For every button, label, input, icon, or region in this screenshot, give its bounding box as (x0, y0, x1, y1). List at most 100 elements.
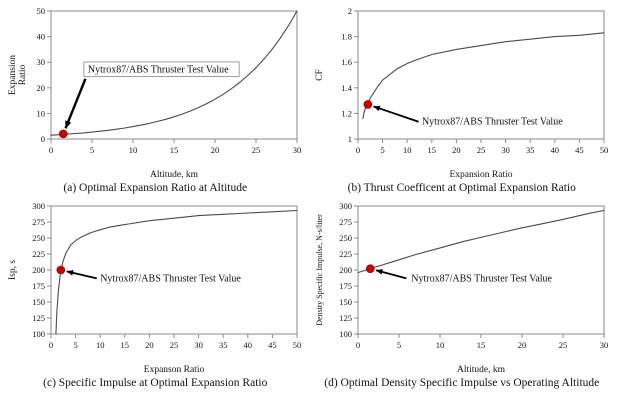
annotation-text: Nytrox87/ABS Thruster Test Value (88, 64, 229, 75)
x-tick-label: 25 (252, 145, 261, 155)
y-tick-label: 100 (339, 329, 352, 339)
y-tick-label: 2 (348, 6, 352, 16)
x-tick-label: 5 (90, 145, 94, 155)
y-tick-label: 150 (33, 297, 46, 307)
x-tick-label: 50 (293, 340, 302, 350)
y-tick-label: 30 (37, 57, 46, 67)
x-tick-label: 45 (575, 145, 584, 155)
y-tick-label: 250 (33, 233, 46, 243)
annotation-arrowhead (65, 120, 72, 129)
x-tick-label: 5 (74, 340, 78, 350)
annotation-text: Nytrox87/ABS Thruster Test Value (100, 274, 241, 285)
chart-a-caption: (a) Optimal Expansion Ratio at Altitude (63, 182, 248, 194)
x-axis-label: Expanson Ratio (144, 365, 205, 375)
test-value-marker (59, 129, 68, 139)
x-tick-label: 25 (477, 145, 486, 155)
y-tick-label: 20 (37, 83, 46, 93)
chart-d-plot: 0 5 10 15 20 25 30 100 125 150 175 200 225 250 275 300 A… (315, 201, 609, 375)
x-tick-label: 45 (268, 340, 277, 350)
x-tick-label: 25 (559, 340, 568, 350)
plot-border (357, 205, 605, 335)
annotation-text: Nytrox87/ABS Thruster Test Value (422, 116, 563, 127)
x-axis-label: Altitude, km (150, 170, 199, 180)
y-axis-label: CF (315, 69, 325, 81)
annotation-arrowhead (66, 270, 74, 276)
curve (357, 209, 605, 274)
x-tick-label: 20 (211, 145, 220, 155)
y-tick-label: 10 (37, 108, 46, 118)
y-axis-label: Density Specific Impulse, N-s/liter (315, 214, 324, 326)
annotation-arrow (372, 105, 419, 123)
chart-c-caption: (c) Specific Impulse at Optimal Expansio… (43, 377, 268, 389)
y-tick-label: 40 (37, 32, 46, 42)
x-tick-label: 30 (195, 340, 204, 350)
chart-d: 0 5 10 15 20 25 30 100 125 150 175 200 225 250 275 300 A… (311, 199, 614, 390)
x-tick-label: 10 (129, 145, 138, 155)
x-tick-label: 15 (170, 145, 179, 155)
x-tick-label: 5 (397, 340, 401, 350)
chart-b: 0 5 10 15 20 25 30 35 40 45 50 1 1.2 1.4 1.6 1.8 2 Expans… (311, 4, 614, 195)
y-axis-label: Ratio (18, 64, 28, 85)
x-tick-label: 0 (356, 145, 360, 155)
y-axis-label: Expansion (8, 55, 18, 95)
chart-d-caption: (d) Optimal Density Specific Impulse vs … (324, 377, 600, 389)
plot-border (50, 205, 298, 335)
x-tick-label: 50 (600, 145, 609, 155)
curve (50, 10, 298, 136)
x-tick-label: 40 (244, 340, 253, 350)
test-value-marker (365, 264, 375, 274)
test-value-marker (56, 265, 66, 275)
x-tick-label: 25 (170, 340, 179, 350)
y-tick-label: 0 (41, 134, 45, 144)
x-tick-label: 10 (436, 340, 445, 350)
chart-a: 0 5 10 15 20 25 30 0 10 20 30 40 50 Altitude, km Expan… (4, 4, 307, 195)
y-tick-label: 100 (33, 329, 46, 339)
x-tick-label: 30 (501, 145, 510, 155)
x-tick-label: 15 (427, 145, 436, 155)
y-tick-label: 125 (33, 313, 46, 323)
x-tick-label: 0 (356, 340, 360, 350)
annotation-arrow (64, 78, 87, 129)
x-tick-label: 40 (550, 145, 559, 155)
y-tick-label: 250 (339, 233, 352, 243)
y-tick-label: 225 (339, 249, 352, 259)
annotation-arrowhead (373, 105, 381, 112)
x-tick-label: 30 (293, 145, 302, 155)
y-tick-label: 300 (33, 201, 46, 211)
y-tick-label: 1.6 (341, 57, 352, 67)
annotation-text: Nytrox87/ABS Thruster Test Value (411, 274, 552, 285)
y-tick-label: 200 (339, 265, 352, 275)
annotation-arrowhead (375, 269, 383, 275)
x-tick-label: 20 (145, 340, 154, 350)
y-tick-label: 275 (33, 217, 46, 227)
x-tick-label: 15 (121, 340, 130, 350)
charts-grid: 0 5 10 15 20 25 30 0 10 20 30 40 50 Altitude, km Expan… (4, 4, 614, 390)
x-tick-label: 20 (452, 145, 461, 155)
y-tick-label: 175 (33, 281, 46, 291)
x-tick-label: 20 (518, 340, 527, 350)
y-tick-label: 200 (33, 265, 46, 275)
x-tick-label: 30 (600, 340, 609, 350)
y-tick-label: 300 (339, 201, 352, 211)
x-tick-label: 0 (49, 145, 53, 155)
y-tick-label: 175 (339, 281, 352, 291)
x-tick-label: 15 (477, 340, 486, 350)
x-tick-label: 35 (219, 340, 228, 350)
annotation-box (83, 61, 240, 77)
y-tick-label: 1.2 (341, 108, 352, 118)
y-tick-label: 1.8 (341, 32, 352, 42)
x-tick-label: 10 (403, 145, 412, 155)
chart-b-plot: 0 5 10 15 20 25 30 35 40 45 50 1 1.2 1.4 1.6 1.8 2 Expans… (315, 6, 609, 180)
x-axis-label: Expansion Ratio (449, 170, 512, 180)
chart-c-plot: 0 5 10 15 20 25 30 35 40 45 50 100 125 150 175 200 225 25… (8, 201, 302, 375)
x-axis-label: Altitude, km (457, 365, 506, 375)
chart-b-caption: (b) Thrust Coefficent at Optimal Expansi… (347, 182, 576, 194)
curve (55, 209, 298, 335)
y-tick-label: 275 (339, 217, 352, 227)
chart-a-plot: 0 5 10 15 20 25 30 0 10 20 30 40 50 Altitude, km Expan… (8, 6, 302, 180)
y-tick-label: 125 (339, 313, 352, 323)
test-value-marker (363, 100, 372, 109)
y-tick-label: 50 (37, 6, 46, 16)
curve (362, 32, 605, 120)
chart-c: 0 5 10 15 20 25 30 35 40 45 50 100 125 150 175 200 225 25… (4, 199, 307, 390)
